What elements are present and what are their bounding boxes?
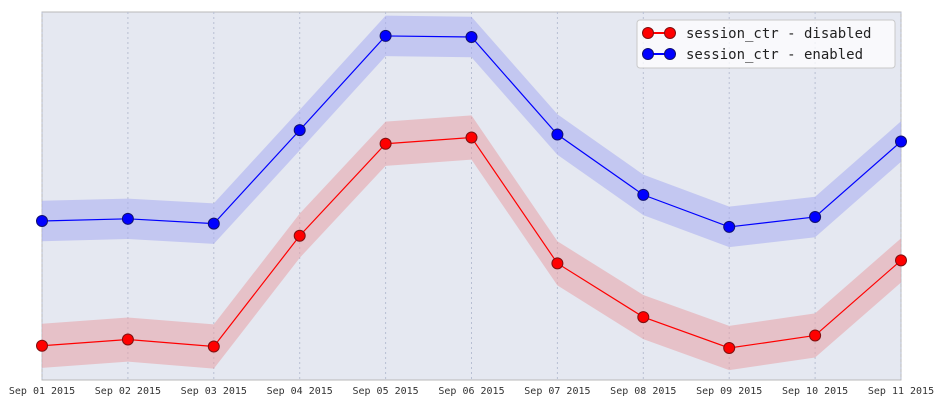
legend-marker-disabled-left <box>642 27 654 39</box>
data-point-disabled <box>207 340 220 353</box>
data-point-enabled <box>293 124 306 137</box>
data-point-enabled <box>379 29 392 42</box>
data-point-disabled <box>121 333 134 346</box>
x-tick-label: Sep 02 2015 <box>95 386 161 397</box>
series-points <box>36 29 907 354</box>
x-tick-label: Sep 03 2015 <box>181 386 247 397</box>
legend: session_ctr - disabled session_ctr - ena… <box>636 19 896 69</box>
data-point-enabled <box>465 31 478 44</box>
data-point-enabled <box>551 128 564 141</box>
data-point-disabled <box>895 254 907 267</box>
data-point-enabled <box>121 212 134 225</box>
data-point-enabled <box>637 188 650 201</box>
legend-label-enabled: session_ctr - enabled <box>686 47 863 63</box>
x-tick-labels: Sep 01 2015 Sep 02 2015 Sep 03 2015 Sep 04 … <box>9 386 934 397</box>
x-tick-label: Sep 01 2015 <box>9 386 75 397</box>
data-point-enabled <box>895 135 907 148</box>
confidence-band-disabled <box>42 115 901 371</box>
data-point-enabled <box>723 220 736 233</box>
data-point-disabled <box>809 329 822 342</box>
x-tick-label: Sep 08 2015 <box>610 386 676 397</box>
legend-item-enabled: session_ctr - enabled <box>642 47 863 63</box>
legend-marker-enabled-right <box>664 48 676 60</box>
data-point-disabled <box>36 339 48 352</box>
legend-box <box>636 19 896 69</box>
x-tick-label: Sep 04 2015 <box>267 386 333 397</box>
x-tick-label: Sep 11 2015 <box>868 386 934 397</box>
legend-marker-enabled-left <box>642 48 654 60</box>
data-point-disabled <box>379 137 392 150</box>
legend-label-disabled: session_ctr - disabled <box>686 26 871 42</box>
x-tick-label: Sep 05 2015 <box>352 386 418 397</box>
data-point-enabled <box>809 210 822 223</box>
x-tick-label: Sep 07 2015 <box>524 386 590 397</box>
x-tick-label: Sep 10 2015 <box>782 386 848 397</box>
confidence-band-enabled <box>42 15 901 248</box>
data-point-disabled <box>293 229 306 242</box>
data-point-disabled <box>723 341 736 354</box>
data-point-enabled <box>36 215 48 228</box>
confidence-bands <box>42 15 901 371</box>
data-point-disabled <box>465 131 478 144</box>
x-tick-label: Sep 06 2015 <box>438 386 504 397</box>
legend-marker-disabled-right <box>664 27 676 39</box>
data-point-enabled <box>207 217 220 230</box>
data-point-disabled <box>637 311 650 324</box>
data-point-disabled <box>551 257 564 270</box>
x-tick-label: Sep 09 2015 <box>696 386 762 397</box>
legend-item-disabled: session_ctr - disabled <box>642 26 871 42</box>
